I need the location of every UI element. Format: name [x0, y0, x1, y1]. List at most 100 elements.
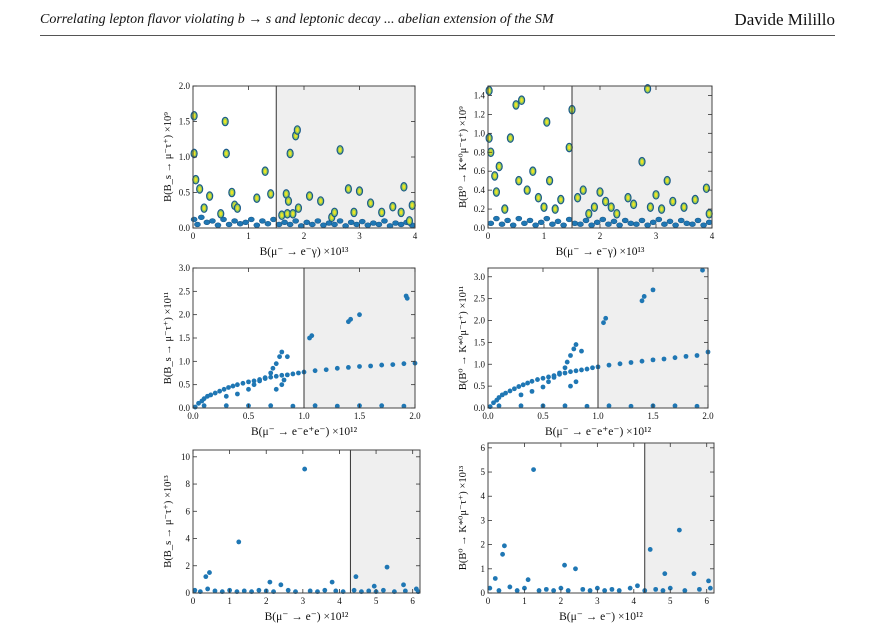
data-point	[257, 378, 262, 384]
x-axis-label: B(μ⁻ → e⁻) ×10¹²	[265, 611, 349, 623]
x-tick-label: 1	[227, 596, 232, 606]
x-tick-label: 2	[302, 231, 307, 241]
data-point	[279, 349, 285, 355]
x-tick-label: 2	[264, 596, 269, 606]
data-point	[212, 588, 218, 594]
data-point	[521, 220, 528, 226]
data-point	[201, 396, 207, 402]
data-point	[628, 360, 634, 365]
data-point	[317, 196, 325, 206]
data-point	[700, 267, 705, 273]
data-point	[534, 192, 543, 203]
data-point	[231, 218, 238, 224]
data-point	[256, 587, 262, 593]
data-point	[367, 198, 375, 208]
data-point	[584, 366, 590, 372]
y-tick-label: 2.0	[474, 316, 486, 326]
y-axis-label: B(B_s → μ⁻τ⁺) ×10¹³	[163, 475, 174, 567]
panel-6: 0 1 2 3 4 5 6 0 1 2 3 4 5 6 B(μ⁻ → e⁻) ×10¹² B(B⁰ → K*⁰…	[458, 442, 715, 623]
data-point	[402, 588, 408, 594]
y-tick-label: 0.5	[474, 381, 486, 391]
data-point	[370, 220, 377, 226]
data-point	[397, 221, 405, 228]
data-point	[593, 219, 601, 226]
data-point	[334, 403, 340, 409]
data-point	[564, 359, 570, 365]
data-point	[190, 111, 198, 121]
panel-1: 0 1 2 3 4 0.0 0.5 1.0 1.5 2.0 B(μ⁻ → e⁻γ) ×10¹³ B(B…	[163, 81, 418, 258]
data-point	[268, 403, 274, 409]
data-point	[594, 585, 600, 591]
data-point	[375, 221, 383, 228]
data-point	[290, 371, 296, 377]
data-point	[390, 362, 396, 367]
data-point	[568, 369, 573, 375]
y-tick-label: 4	[186, 534, 191, 544]
data-point	[485, 133, 493, 143]
x-tick-label: 0	[191, 596, 196, 606]
y-tick-label: 2.5	[474, 294, 486, 304]
data-point	[309, 333, 315, 339]
data-point	[251, 378, 257, 384]
data-point	[358, 218, 366, 225]
data-point	[551, 588, 557, 593]
y-tick-label: 1.0	[179, 356, 191, 366]
data-point	[284, 196, 293, 206]
data-point	[268, 370, 274, 376]
data-point	[549, 221, 556, 227]
data-point	[515, 175, 523, 186]
data-point	[196, 184, 204, 194]
data-point	[350, 207, 358, 218]
data-point	[540, 375, 546, 381]
y-axis-label: B(B_s → μ⁻τ⁺) ×10⁹	[163, 112, 174, 202]
data-point	[504, 217, 511, 224]
data-point	[190, 216, 198, 223]
data-point	[579, 185, 587, 195]
x-tick-label: 4	[710, 231, 715, 241]
data-point	[312, 368, 318, 374]
data-point	[357, 364, 362, 369]
y-tick-label: 6	[186, 506, 191, 516]
data-point	[292, 218, 299, 224]
data-point	[641, 294, 647, 299]
data-point	[223, 393, 229, 399]
data-point	[543, 117, 551, 127]
data-point	[644, 222, 651, 228]
data-point	[347, 219, 355, 226]
data-point	[401, 403, 407, 409]
data-point	[616, 222, 623, 228]
data-point	[196, 400, 201, 406]
data-point	[309, 221, 316, 228]
y-tick-label: 0.6	[474, 166, 486, 176]
data-point	[491, 171, 499, 181]
y-tick-label: 2.5	[179, 286, 191, 296]
data-point	[512, 100, 520, 110]
data-point	[207, 570, 212, 575]
data-point	[672, 355, 678, 361]
data-point	[706, 578, 711, 584]
x-axis-label: B(μ⁻ → e⁻γ) ×10¹³	[556, 246, 645, 258]
data-point	[522, 585, 527, 591]
data-point	[621, 217, 629, 224]
data-point	[573, 342, 579, 347]
data-point	[389, 201, 397, 212]
data-point	[235, 382, 240, 388]
y-tick-label: 2	[481, 540, 486, 550]
data-point	[246, 386, 251, 392]
data-point	[585, 209, 593, 219]
data-point	[587, 588, 593, 593]
author-name: Davide Milillo	[734, 10, 835, 29]
y-axis-label: B(B⁰ → K*⁰μ⁻τ⁺) ×10⁹	[458, 106, 469, 208]
data-point	[661, 221, 668, 227]
data-point	[702, 183, 711, 194]
data-point	[579, 348, 584, 354]
data-point	[694, 403, 700, 409]
data-point	[568, 353, 573, 358]
data-point	[507, 388, 513, 394]
x-tick-label: 1.0	[298, 411, 310, 421]
data-point	[357, 312, 362, 318]
data-point	[194, 221, 201, 228]
data-point	[571, 220, 579, 226]
data-point	[517, 95, 526, 105]
panel-4: 0.0 0.5 1.0 1.5 2.0 0.0 0.5 1.0 1.5 2.0 2.5 3.0 B(μ⁻…	[458, 267, 714, 438]
